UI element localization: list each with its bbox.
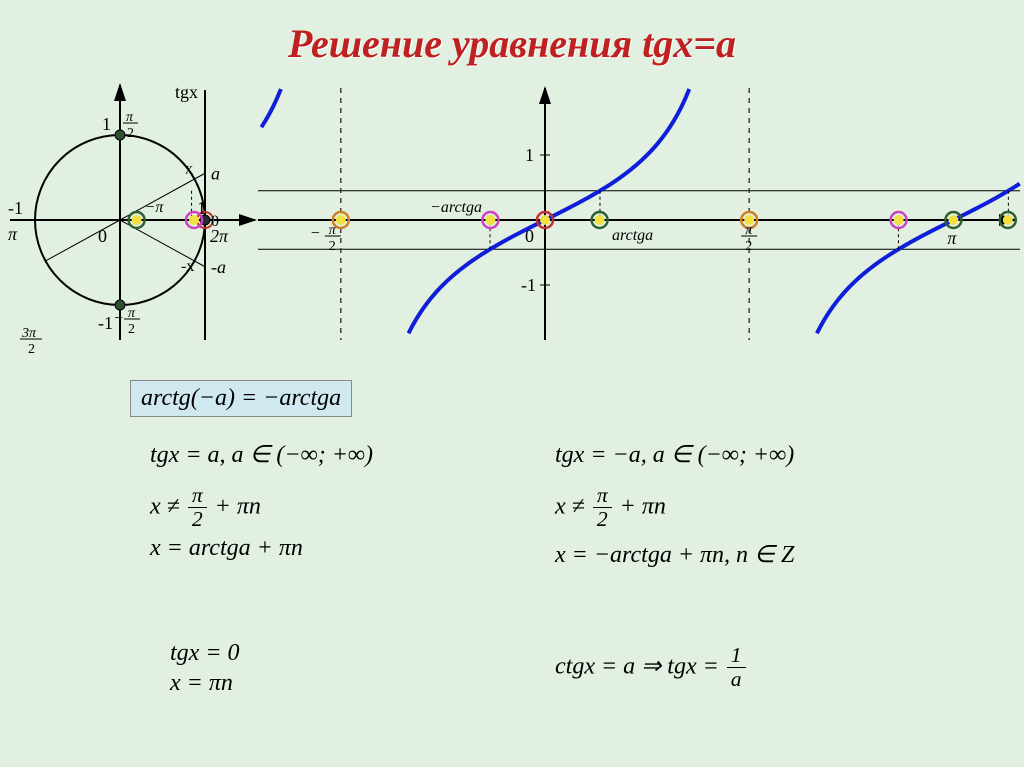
svg-text:2: 2 — [128, 322, 135, 337]
eq-tgx-a: tgx = a, a ∈ (−∞; +∞) — [150, 440, 373, 469]
eq-solution-left: x = arctga + πn — [150, 535, 303, 562]
identity-box: arctg(−a) = −arctga — [130, 380, 352, 417]
svg-text:−π: −π — [145, 199, 165, 216]
eq-ctgx: ctgx = a ⇒ tgx = 1a — [555, 645, 748, 691]
page-title: Решение уравнения tgx=a — [0, 0, 1024, 67]
txt: + πn — [209, 494, 261, 520]
svg-text:-1: -1 — [8, 198, 23, 218]
svg-text:2: 2 — [28, 342, 35, 357]
num: 1 — [727, 645, 746, 668]
svg-text:-x: -x — [181, 258, 194, 275]
eq-x-pin: x = πn — [170, 670, 233, 697]
den: 2 — [188, 508, 207, 532]
svg-text:2: 2 — [127, 126, 134, 141]
txt: x ≠ — [150, 494, 186, 520]
eq-tgx-zero: tgx = 0 — [170, 640, 240, 667]
eq-domain-left: x ≠ π2 + πn — [150, 485, 261, 531]
svg-text:-1: -1 — [521, 275, 536, 295]
num: π — [188, 485, 207, 508]
svg-text:0: 0 — [211, 213, 219, 230]
diagram-svg: 1-11-10π2ππ2−π23π2tgxa-ax-x01-10−ππ−π2π2… — [0, 80, 1024, 360]
num: π — [593, 485, 612, 508]
svg-text:−arctga: −arctga — [430, 199, 482, 216]
svg-text:a: a — [211, 163, 220, 183]
eq-solution-right: x = −arctga + πn, n ∈ Z — [555, 540, 794, 569]
svg-text:−: − — [114, 310, 123, 327]
eq-tgx-neg-a: tgx = −a, a ∈ (−∞; +∞) — [555, 440, 794, 469]
txt: ctgx = a ⇒ tgx = — [555, 654, 725, 680]
svg-text:-1: -1 — [98, 313, 113, 333]
svg-text:1: 1 — [525, 145, 534, 165]
svg-text:−: − — [311, 225, 320, 242]
svg-text:2: 2 — [329, 239, 336, 254]
svg-text:arctga: arctga — [612, 227, 653, 244]
svg-text:π: π — [947, 228, 957, 248]
den: 2 — [593, 508, 612, 532]
eq-domain-right: x ≠ π2 + πn — [555, 485, 666, 531]
svg-text:1: 1 — [102, 114, 111, 134]
svg-text:-a: -a — [211, 257, 226, 277]
svg-text:2: 2 — [745, 239, 752, 254]
svg-text:x: x — [185, 160, 193, 177]
svg-text:0: 0 — [98, 226, 107, 246]
den: a — [727, 668, 746, 692]
svg-text:π: π — [8, 224, 18, 244]
svg-text:tgx: tgx — [175, 82, 198, 102]
txt: x ≠ — [555, 494, 591, 520]
txt: + πn — [614, 494, 666, 520]
